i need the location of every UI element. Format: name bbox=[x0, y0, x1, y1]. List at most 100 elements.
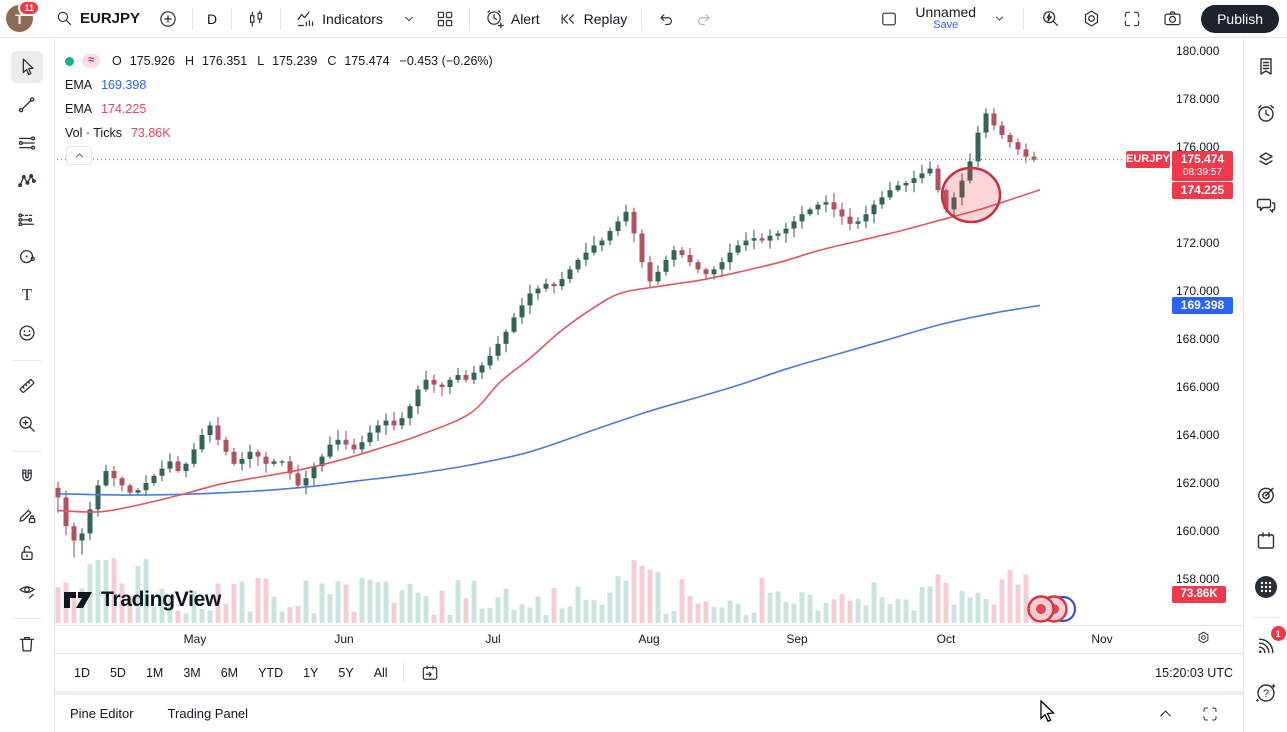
replay-label: Replay bbox=[583, 10, 628, 27]
magnet-icon bbox=[22, 469, 32, 482]
alerts-button[interactable] bbox=[1250, 97, 1282, 129]
undo-button[interactable] bbox=[648, 4, 684, 34]
toolbar-separator bbox=[468, 7, 470, 30]
server-clock[interactable]: 15:20:03 UTC bbox=[1155, 666, 1233, 680]
notifications-button[interactable]: 1 bbox=[1250, 626, 1286, 662]
toolbar-separator bbox=[402, 662, 404, 683]
maximize-panel-button[interactable] bbox=[1199, 703, 1221, 725]
replay-button[interactable]: Replay bbox=[550, 4, 636, 34]
price-tick: 162.000 bbox=[1176, 476, 1220, 490]
text-icon: T bbox=[22, 285, 32, 304]
alert-button[interactable]: Alert bbox=[476, 3, 548, 34]
gear-icon bbox=[1085, 10, 1099, 27]
range-6m-button[interactable]: 6M bbox=[214, 662, 245, 684]
publish-button[interactable]: Publish bbox=[1201, 4, 1279, 33]
go-to-date-button[interactable] bbox=[412, 658, 448, 688]
data-window-button[interactable] bbox=[1250, 143, 1282, 175]
indicator-templates-button[interactable] bbox=[393, 6, 425, 32]
emoji-tool-button[interactable] bbox=[11, 317, 43, 349]
fib-lines-tool-button[interactable] bbox=[11, 127, 43, 159]
magnet-mode-button[interactable] bbox=[11, 461, 43, 493]
help-icon: ? bbox=[1255, 683, 1276, 703]
layout-save-control[interactable]: Unnamed Save bbox=[911, 3, 980, 33]
symbol-price-tag: EURJPY bbox=[1126, 151, 1170, 168]
tradingview-logo-icon bbox=[64, 592, 92, 608]
lock-drawings-button[interactable] bbox=[11, 537, 43, 569]
zoom-in-tool-button[interactable] bbox=[11, 408, 43, 440]
lock-icon bbox=[21, 545, 33, 561]
indicators-button[interactable]: Indicators bbox=[287, 3, 391, 34]
target-icon bbox=[1257, 487, 1274, 504]
chevron-up-icon bbox=[1160, 710, 1171, 717]
symbol-search-button[interactable]: EURJPY bbox=[47, 4, 148, 33]
trash-icon bbox=[19, 636, 35, 652]
range-1d-button[interactable]: 1D bbox=[67, 662, 97, 684]
ellipse-tool-button[interactable] bbox=[11, 241, 43, 273]
trend-line-tool-button[interactable] bbox=[11, 89, 43, 121]
legend-volume-row: Vol · Ticks 73.86K bbox=[65, 126, 171, 140]
grid-layout-button[interactable] bbox=[427, 4, 463, 34]
text-tool-button[interactable]: T bbox=[11, 279, 43, 311]
watchlist-button[interactable] bbox=[1250, 51, 1282, 83]
screenshot-button[interactable] bbox=[1154, 3, 1191, 34]
month-label: Oct bbox=[936, 632, 956, 646]
indicators-icon bbox=[297, 11, 314, 27]
ellipse-icon bbox=[19, 249, 35, 264]
measure-tool-button[interactable] bbox=[11, 370, 43, 402]
drawing-mode-lock-button[interactable] bbox=[11, 499, 43, 531]
range-all-button[interactable]: All bbox=[367, 662, 395, 684]
save-label: Save bbox=[933, 19, 959, 32]
redo-button[interactable] bbox=[686, 4, 722, 34]
pattern-tool-button[interactable] bbox=[11, 165, 43, 197]
price-chart[interactable] bbox=[55, 38, 1243, 625]
compare-button[interactable] bbox=[150, 4, 186, 34]
legend-collapse-button[interactable] bbox=[66, 146, 92, 165]
layers-icon bbox=[1258, 152, 1273, 166]
apps-button[interactable] bbox=[1250, 571, 1282, 603]
range-1m-button[interactable]: 1M bbox=[139, 662, 170, 684]
price-tick: 158.000 bbox=[1176, 572, 1220, 586]
range-5d-button[interactable]: 5D bbox=[103, 662, 133, 684]
pine-editor-tab[interactable]: Pine Editor bbox=[70, 706, 134, 721]
sidebar-divider bbox=[1251, 617, 1280, 618]
ideas-button[interactable] bbox=[1250, 479, 1282, 511]
last-price-value: 175.474 bbox=[1180, 152, 1225, 166]
layout-menu-button[interactable] bbox=[984, 6, 1015, 31]
range-1y-button[interactable]: 1Y bbox=[296, 662, 325, 684]
alert-label: Alert bbox=[510, 10, 540, 27]
interval-button[interactable]: D bbox=[199, 6, 225, 32]
user-avatar[interactable]: T 11 bbox=[6, 0, 40, 32]
layout-select-button[interactable] bbox=[871, 4, 907, 34]
range-ytd-button[interactable]: YTD bbox=[251, 662, 290, 684]
svg-text:?: ? bbox=[1262, 688, 1268, 700]
quick-search-button[interactable] bbox=[1032, 3, 1069, 34]
chart-style-button[interactable] bbox=[238, 4, 274, 34]
help-button[interactable]: ? bbox=[1250, 676, 1282, 708]
calendar-button[interactable] bbox=[1250, 525, 1282, 557]
market-open-dot bbox=[65, 56, 74, 66]
settings-button[interactable] bbox=[1073, 3, 1110, 34]
expand-panel-button[interactable] bbox=[1154, 702, 1177, 725]
chats-button[interactable] bbox=[1250, 189, 1282, 221]
ohlc-values: O 175.926 H 176.351 L 175.239 C 175.474 −0.453 (… bbox=[112, 54, 493, 68]
fullscreen-button[interactable] bbox=[1114, 4, 1150, 34]
remove-drawings-button[interactable] bbox=[11, 628, 43, 660]
price-tick: 178.000 bbox=[1176, 92, 1220, 106]
camera-icon bbox=[1164, 11, 1181, 26]
hide-drawings-button[interactable] bbox=[11, 575, 43, 607]
notifications-count-badge: 1 bbox=[1270, 626, 1286, 641]
panel-gutter bbox=[55, 691, 1243, 695]
time-axis-settings-button[interactable] bbox=[1195, 629, 1212, 649]
cursor-tool-button[interactable] bbox=[11, 51, 43, 83]
range-5y-button[interactable]: 5Y bbox=[331, 662, 360, 684]
range-3m-button[interactable]: 3M bbox=[176, 662, 207, 684]
time-axis[interactable]: May Jun Jul Aug Sep Oct Nov bbox=[55, 625, 1243, 653]
ema-fast-value: 174.225 bbox=[101, 102, 147, 116]
chat-bubbles-icon bbox=[1256, 198, 1275, 213]
trading-panel-tab[interactable]: Trading Panel bbox=[167, 706, 249, 721]
bar-countdown: 08:39:57 bbox=[1183, 167, 1222, 178]
projection-tool-button[interactable] bbox=[11, 203, 43, 235]
top-toolbar: T 11 EURJPY D bbox=[0, 0, 1287, 38]
chart-pane: ≈ O 175.926 H 176.351 L 175.239 C 175.474 −0.453… bbox=[55, 38, 1243, 625]
price-tick: 172.000 bbox=[1176, 236, 1220, 250]
